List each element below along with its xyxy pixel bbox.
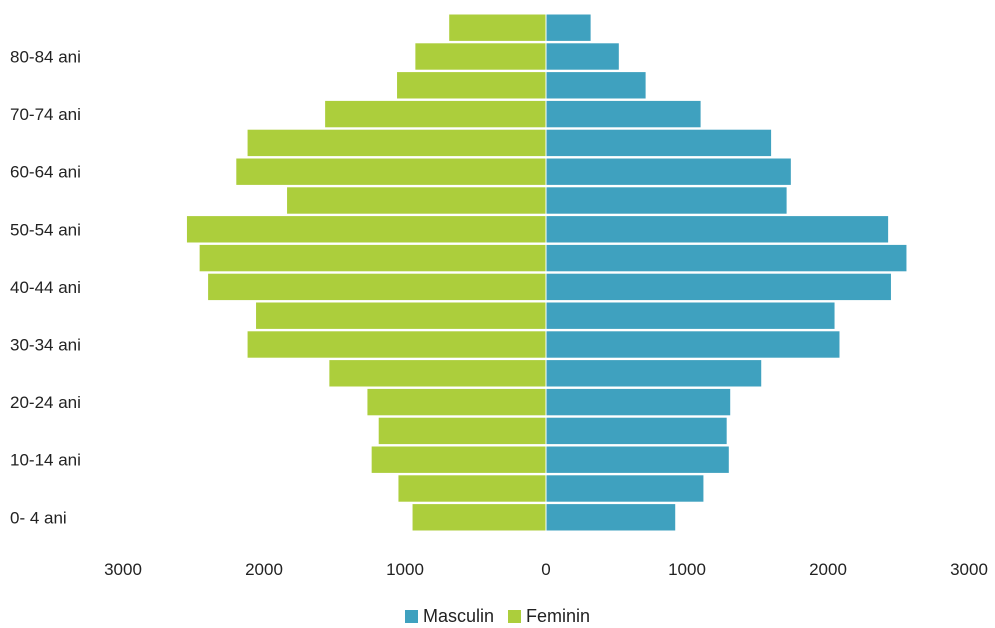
x-axis-tick-labels: 3000 2000 1000 0 1000 2000 3000 (104, 560, 988, 579)
bar-feminin-65-69-ani (246, 128, 547, 158)
feminin-bars (185, 13, 547, 532)
bar-feminin-50-54-ani (185, 215, 547, 244)
x-tick-label: 1000 (386, 560, 424, 579)
bar-feminin-25-29-ani (328, 359, 547, 388)
legend-item-feminin: Feminin (508, 606, 590, 627)
y-tick-label: 80-84 ani (10, 48, 81, 67)
bar-masculin-45-49-ani (545, 243, 908, 273)
x-tick-label: 3000 (950, 560, 988, 579)
bar-feminin-80-84-ani (414, 42, 547, 71)
bar-masculin-55-59-ani (545, 186, 788, 215)
bar-feminin-5-9-ani (397, 474, 547, 503)
bar-masculin-50-54-ani (545, 215, 890, 244)
x-tick-label: 2000 (245, 560, 283, 579)
population-pyramid-chart: 0- 4 ani 10-14 ani 20-24 ani 30-34 ani 40-44… (10, 13, 988, 579)
x-tick-label: 0 (541, 560, 550, 579)
legend-label-feminin: Feminin (526, 606, 591, 626)
bar-feminin-60-64-ani (235, 157, 547, 186)
bar-masculin-65-69-ani (545, 128, 773, 158)
x-tick-label: 1000 (668, 560, 706, 579)
bar-feminin-75-79-ani (396, 71, 547, 100)
y-tick-label: 20-24 ani (10, 393, 81, 412)
bar-feminin-15-19-ani (377, 416, 547, 446)
bar-masculin-5-9-ani (545, 474, 705, 503)
legend: Masculin Feminin (0, 606, 995, 627)
masculin-bars (545, 13, 908, 532)
bar-masculin-80-84-ani (545, 42, 620, 71)
bar-masculin-30-34-ani (545, 330, 841, 359)
y-tick-label: 0- 4 ani (10, 508, 67, 527)
y-tick-label: 70-74 ani (10, 105, 81, 124)
bar-masculin-40-44-ani (545, 272, 892, 302)
legend-swatch-feminin (508, 610, 521, 623)
x-tick-label: 2000 (809, 560, 847, 579)
legend-swatch-masculin (404, 610, 418, 623)
bar-masculin-60-64-ani (545, 157, 792, 186)
x-tick-label: 3000 (104, 560, 142, 579)
y-tick-label: 50-54 ani (10, 220, 81, 239)
bar-feminin-0-4-ani (411, 503, 547, 532)
bar-masculin-25-29-ani (545, 359, 763, 388)
bar-masculin-85-ani (545, 13, 592, 42)
y-tick-label: 40-44 ani (10, 278, 81, 297)
bar-masculin-10-14-ani (545, 445, 730, 474)
bar-masculin-35-39-ani (545, 301, 836, 330)
bar-feminin-45-49-ani (198, 243, 547, 273)
y-tick-label: 10-14 ani (10, 451, 81, 470)
bar-masculin-70-74-ani (545, 99, 702, 129)
bar-feminin-55-59-ani (286, 186, 547, 215)
y-tick-label: 60-64 ani (10, 163, 81, 182)
legend-label-masculin: Masculin (422, 606, 494, 626)
bar-feminin-10-14-ani (370, 445, 547, 474)
bar-masculin-20-24-ani (545, 387, 732, 417)
y-tick-label: 30-34 ani (10, 336, 81, 355)
bar-feminin-85-ani (448, 13, 547, 42)
age-group-labels: 0- 4 ani 10-14 ani 20-24 ani 30-34 ani 40-44… (10, 48, 81, 528)
bar-masculin-15-19-ani (545, 416, 728, 446)
legend-item-masculin: Masculin (404, 606, 494, 627)
bar-masculin-0-4-ani (545, 503, 677, 532)
bar-feminin-20-24-ani (366, 387, 547, 417)
bar-feminin-70-74-ani (324, 99, 547, 129)
bar-feminin-30-34-ani (246, 330, 547, 359)
bar-feminin-35-39-ani (255, 301, 547, 330)
bar-masculin-75-79-ani (545, 71, 647, 100)
bar-feminin-40-44-ani (207, 272, 547, 302)
